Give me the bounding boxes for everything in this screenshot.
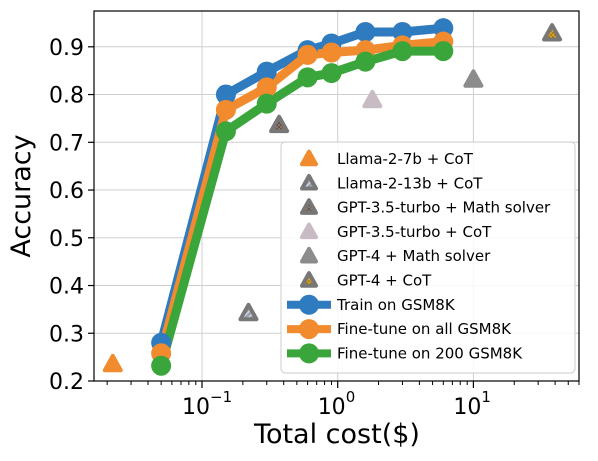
legend-marker xyxy=(299,294,319,315)
series-point xyxy=(355,22,376,43)
legend-item: Llama-2-7b + CoT xyxy=(300,149,474,168)
series-point xyxy=(321,42,342,63)
axis-layer: 0.20.30.40.50.60.70.80.910 −1 10 0 10 1 xyxy=(49,36,580,420)
x-tick-exponent: 0 xyxy=(346,388,356,406)
series-point xyxy=(215,84,236,105)
point-marker xyxy=(102,353,123,373)
series-point xyxy=(256,93,277,114)
y-axis-label: Accuracy xyxy=(6,134,37,257)
legend-item: Fine-tune on 200 GSM8K xyxy=(287,343,523,364)
y-tick-label: 0.6 xyxy=(49,179,84,204)
legend-marker xyxy=(300,198,318,215)
x-tick-base: 10 xyxy=(182,395,210,420)
legend-item: GPT-3.5-turbo + CoT xyxy=(300,222,492,241)
point-marker xyxy=(362,89,383,109)
legend-label: Fine-tune on all GSM8K xyxy=(337,320,512,338)
x-tick-exponent: −1 xyxy=(210,388,232,406)
x-tick-label: 10 −1 xyxy=(182,388,232,420)
legend-item: Fine-tune on all GSM8K xyxy=(287,319,512,340)
legend-marker xyxy=(300,173,318,191)
series-point xyxy=(392,41,413,62)
legend-label: GPT-3.5-turbo + CoT xyxy=(337,223,492,241)
legend-marker xyxy=(299,319,319,340)
series-point xyxy=(256,61,277,82)
series-point xyxy=(355,51,376,72)
series-point xyxy=(256,77,277,98)
y-tick-label: 0.4 xyxy=(49,275,84,300)
legend-label: Fine-tune on 200 GSM8K xyxy=(337,344,523,362)
series-point xyxy=(433,41,454,62)
point-marker xyxy=(269,114,290,134)
legend-box xyxy=(280,141,576,374)
y-tick-label: 0.9 xyxy=(49,36,84,61)
x-tick-base: 10 xyxy=(453,395,481,420)
point-marker xyxy=(238,302,259,322)
legend-label: Llama-2-13b + CoT xyxy=(337,174,483,192)
series-point xyxy=(321,63,342,84)
legend-marker xyxy=(300,271,318,288)
y-tick-label: 0.3 xyxy=(49,322,84,347)
series-point xyxy=(297,67,318,88)
legend-label: GPT-4 + Math solver xyxy=(337,247,491,265)
legend-item: GPT-4 + Math solver xyxy=(300,246,491,265)
series-layer xyxy=(102,18,563,376)
x-axis-label: Total cost($) xyxy=(253,419,420,450)
legend: Llama-2-7b + CoT Llama-2-13b + CoT GPT-3.5… xyxy=(280,141,576,374)
x-tick-base: 10 xyxy=(318,395,346,420)
point-marker xyxy=(463,69,484,88)
legend-label: GPT-4 + CoT xyxy=(337,272,432,290)
legend-item: GPT-3.5-turbo + Math solver xyxy=(300,198,551,217)
legend-marker xyxy=(299,343,319,364)
y-tick-label: 0.7 xyxy=(49,131,84,156)
legend-item: Llama-2-13b + CoT xyxy=(300,173,483,192)
x-tick-label: 10 0 xyxy=(318,388,356,420)
x-tick-label: 10 1 xyxy=(453,388,491,420)
point-marker xyxy=(542,23,563,42)
series-point xyxy=(297,44,318,65)
y-tick-label: 0.2 xyxy=(49,370,84,395)
x-tick-exponent: 1 xyxy=(481,388,491,406)
legend-label: Llama-2-7b + CoT xyxy=(337,150,474,168)
series-point xyxy=(215,121,236,142)
legend-marker xyxy=(300,246,318,264)
legend-marker xyxy=(300,222,318,240)
series-point xyxy=(215,99,236,120)
legend-item: GPT-4 + CoT xyxy=(300,271,432,290)
series-point xyxy=(151,355,172,376)
y-tick-label: 0.5 xyxy=(49,227,84,252)
legend-item: Train on GSM8K xyxy=(287,294,456,315)
plot-frame xyxy=(93,10,580,382)
legend-marker xyxy=(300,149,318,167)
y-tick-label: 0.8 xyxy=(49,84,84,109)
legend-label: Train on GSM8K xyxy=(336,296,456,314)
legend-label: GPT-3.5-turbo + Math solver xyxy=(337,199,551,217)
